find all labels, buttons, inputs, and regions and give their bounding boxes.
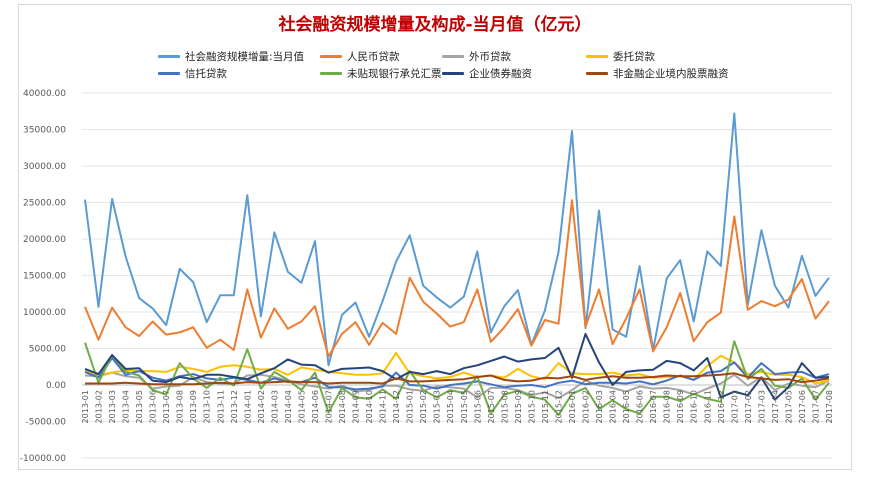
x-tick-label: 2015-06 <box>473 390 482 423</box>
x-tick-label: 2017-01 <box>730 390 739 423</box>
x-tick-label: 2017-07 <box>811 390 820 423</box>
y-tick-label: -5000.00 <box>26 418 67 428</box>
x-tick-label: 2014-02 <box>257 390 266 423</box>
x-tick-label: 2014-06 <box>311 390 320 423</box>
x-tick-label: 2013-10 <box>203 390 212 423</box>
x-tick-label: 2015-10 <box>527 390 536 423</box>
x-tick-label: 2015-12 <box>554 390 563 423</box>
y-tick-label: 35000.00 <box>23 126 66 136</box>
x-tick-label: 2015-04 <box>446 390 455 423</box>
x-tick-label: 2017-05 <box>784 390 793 423</box>
x-tick-label: 2014-11 <box>379 390 388 423</box>
x-tick-label: 2013-06 <box>149 390 158 423</box>
x-tick-label: 2013-09 <box>189 390 198 423</box>
x-tick-label: 2014-10 <box>365 390 374 423</box>
y-tick-label: 25000.00 <box>23 199 66 209</box>
series-line-2 <box>85 200 829 356</box>
x-tick-label: 2014-12 <box>392 390 401 423</box>
x-tick-label: 2016-07 <box>649 390 658 423</box>
x-tick-label: 2013-03 <box>108 390 117 423</box>
y-tick-label: 0.00 <box>46 381 66 391</box>
x-tick-label: 2014-03 <box>270 390 279 423</box>
x-tick-label: 2015-02 <box>419 390 428 423</box>
x-tick-label: 2015-08 <box>500 390 509 423</box>
y-tick-label: 20000.00 <box>23 235 66 245</box>
x-tick-label: 2014-01 <box>243 390 252 423</box>
x-tick-label: 2014-08 <box>338 390 347 423</box>
x-tick-label: 2015-03 <box>433 390 442 423</box>
x-tick-label: 2017-08 <box>825 390 834 423</box>
x-tick-label: 2017-02 <box>744 390 753 423</box>
x-tick-label: 2015-01 <box>406 390 415 423</box>
x-tick-label: 2016-02 <box>582 390 591 423</box>
x-tick-label: 2017-03 <box>757 390 766 423</box>
x-tick-label: 2016-08 <box>663 390 672 423</box>
x-tick-label: 2013-07 <box>162 390 171 423</box>
x-tick-label: 2016-12 <box>717 390 726 423</box>
x-tick-label: 2016-11 <box>703 390 712 423</box>
x-tick-label: 2016-05 <box>622 390 631 423</box>
x-axis-ticks: 2013-01 2013-02 2013-03 2013-04 2013-05 2013-… <box>81 390 834 423</box>
x-tick-label: 2015-09 <box>514 390 523 423</box>
x-tick-label: 2016-03 <box>595 390 604 423</box>
x-tick-label: 2013-02 <box>95 390 104 423</box>
x-tick-label: 2016-09 <box>676 390 685 423</box>
x-tick-label: 2013-11 <box>216 390 225 423</box>
y-tick-label: 30000.00 <box>23 162 66 172</box>
series-line-7 <box>85 334 829 400</box>
x-tick-label: 2017-04 <box>771 390 780 423</box>
y-tick-label: 40000.00 <box>23 89 66 99</box>
y-tick-label: 15000.00 <box>23 272 66 282</box>
x-tick-label: 2016-01 <box>568 390 577 423</box>
x-tick-label: 2017-06 <box>798 390 807 423</box>
x-tick-label: 2013-04 <box>122 390 131 423</box>
y-tick-label: 5000.00 <box>29 345 66 355</box>
series-lines <box>85 113 829 415</box>
x-tick-label: 2015-05 <box>460 390 469 423</box>
x-tick-label: 2013-12 <box>230 390 239 423</box>
x-tick-label: 2015-11 <box>541 390 550 423</box>
y-tick-label: -10000.00 <box>20 454 66 464</box>
x-tick-label: 2014-05 <box>297 390 306 423</box>
x-tick-label: 2013-05 <box>135 390 144 423</box>
x-tick-label: 2015-07 <box>487 390 496 423</box>
x-tick-label: 2016-04 <box>609 390 618 423</box>
x-tick-label: 2013-01 <box>81 390 90 423</box>
x-tick-label: 2014-09 <box>352 390 361 423</box>
x-tick-label: 2013-08 <box>176 390 185 423</box>
x-tick-label: 2014-04 <box>284 390 293 423</box>
x-tick-label: 2014-07 <box>324 390 333 423</box>
y-axis-ticks: -10000.00 -5000.00 0.00 5000.00 10000.00 1500… <box>20 89 66 464</box>
x-tick-label: 2016-06 <box>636 390 645 423</box>
x-tick-label: 2016-10 <box>690 390 699 423</box>
y-tick-label: 10000.00 <box>23 308 66 318</box>
